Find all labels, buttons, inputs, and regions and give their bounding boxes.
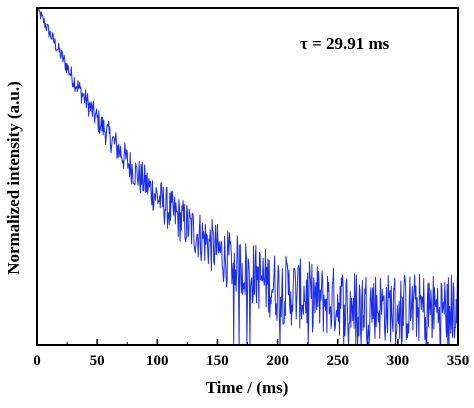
x-axis-title: Time / (ms) xyxy=(206,378,289,397)
x-tick-label: 0 xyxy=(33,353,41,369)
x-tick-label: 250 xyxy=(326,353,349,369)
lifetime-annotation: τ = 29.91 ms xyxy=(300,34,390,53)
decay-series-line xyxy=(36,7,459,346)
x-tick-label: 200 xyxy=(266,353,289,369)
x-tick-label: 100 xyxy=(146,353,169,369)
x-tick-label: 350 xyxy=(447,353,470,369)
y-axis-title: Normalized intensity (a.u.) xyxy=(4,81,23,275)
x-tick-label: 300 xyxy=(387,353,410,369)
x-axis-ticks: 0 50 100 150 200 250 300 350 xyxy=(33,339,469,369)
series-layer xyxy=(36,7,459,346)
x-tick-label: 50 xyxy=(90,353,105,369)
x-tick-label: 150 xyxy=(206,353,229,369)
